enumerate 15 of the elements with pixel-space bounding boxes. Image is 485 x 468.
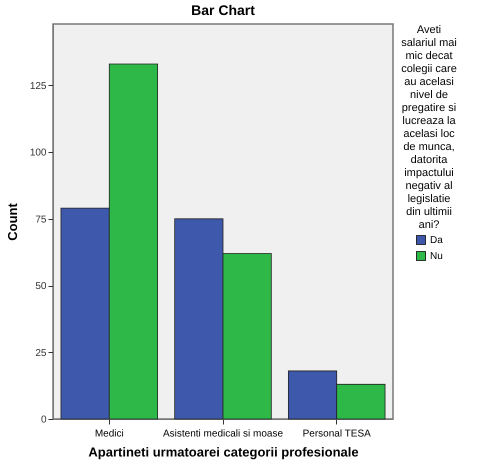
chart-title: Bar Chart xyxy=(191,2,256,18)
y-tick-label: 50 xyxy=(35,281,47,292)
y-tick-label: 0 xyxy=(40,414,47,426)
y-tick-label: 25 xyxy=(35,348,47,359)
x-tick-label: Asistenti medicali si moase xyxy=(162,428,284,440)
x-axis-title: Apartineti urmatoarei categorii profesionale xyxy=(88,444,359,460)
legend-label: Da xyxy=(430,235,444,246)
y-tick-label: 100 xyxy=(30,148,47,159)
legend-label: Nu xyxy=(430,251,443,262)
text: Aveti salariul mai mic decat colegii care au acelasi nivel de pregatire si lucreaza la acelasi loc de munca, datorita impactului negativ al legislatie din ultimii ani? xyxy=(401,24,457,231)
y-axis-title: Count xyxy=(4,202,20,241)
x-tick-label: Personal TESA xyxy=(302,428,372,440)
y-tick-label: 75 xyxy=(35,214,47,226)
y-tick-label: 125 xyxy=(30,80,47,92)
x-tick-label: Medici xyxy=(94,428,124,440)
